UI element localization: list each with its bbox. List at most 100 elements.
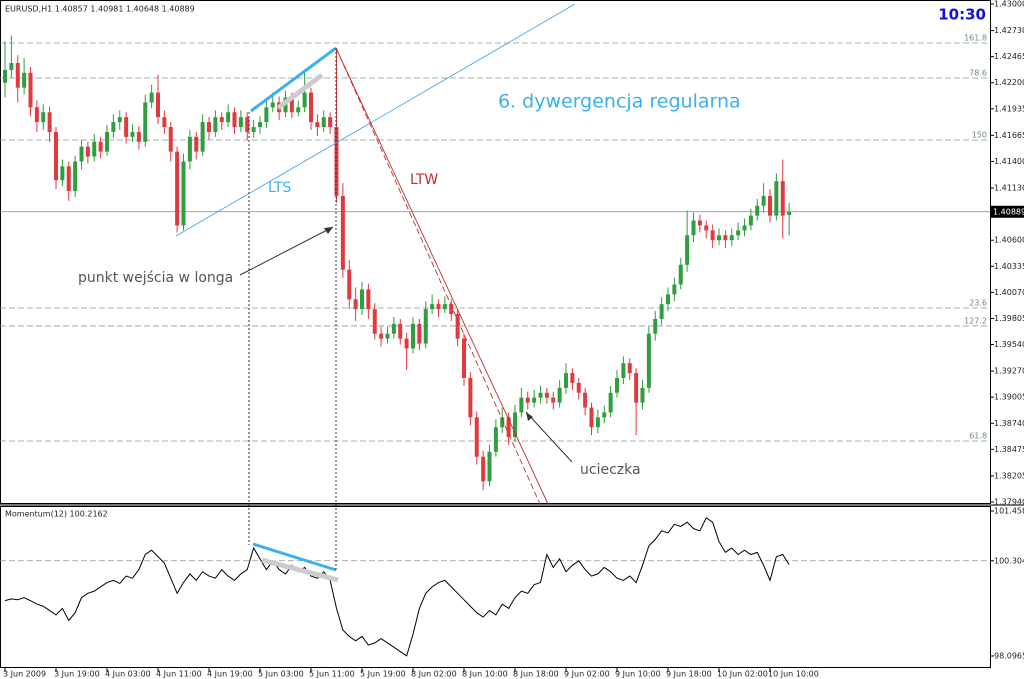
candle-body xyxy=(672,284,677,295)
fib-label: 150 xyxy=(972,131,987,140)
candle-body xyxy=(372,309,377,334)
y-tick-label: 1.40335 xyxy=(994,262,1024,271)
x-tick-label: 10 Jun 02:00 xyxy=(717,670,768,679)
candle-body xyxy=(768,195,772,216)
candle-body xyxy=(366,289,371,310)
candle-body xyxy=(544,392,549,398)
indicator-title: Momentum(12) 100.2162 xyxy=(5,510,108,519)
candle-body xyxy=(659,304,664,319)
candle-body xyxy=(379,333,384,339)
candle-body xyxy=(653,318,658,334)
shade-line xyxy=(261,557,339,583)
y-tick-label: 100.3048 xyxy=(994,556,1024,565)
candle-body xyxy=(34,107,39,123)
y-tick-label: 1.43000 xyxy=(994,0,1024,9)
annotation: LTW xyxy=(410,172,438,188)
candle-body xyxy=(73,161,78,191)
fib-label: 127.2 xyxy=(964,316,987,325)
candle-body xyxy=(200,122,205,152)
x-tick-label: 8 Jun 10:00 xyxy=(462,670,508,679)
candle-body xyxy=(111,122,116,132)
fib-label: 78.6 xyxy=(969,69,987,78)
candle-body xyxy=(117,117,122,123)
x-tick-label: 5 Jun 11:00 xyxy=(309,670,355,679)
y-tick-label: 1.38740 xyxy=(994,419,1024,428)
candle-body xyxy=(583,392,588,408)
shade-line xyxy=(276,73,324,110)
candle-body xyxy=(92,141,97,157)
x-tick-label: 4 Jun 11:00 xyxy=(156,670,202,679)
candle-body xyxy=(15,63,20,88)
candle-body xyxy=(149,92,154,103)
candle-body xyxy=(105,131,109,152)
candle-body xyxy=(391,323,396,334)
candle-body xyxy=(755,205,760,216)
candle-body xyxy=(761,195,766,206)
candle-body xyxy=(41,112,46,123)
y-tick-label: 1.42465 xyxy=(994,52,1024,61)
candle-body xyxy=(551,397,556,403)
candle-body xyxy=(3,69,7,83)
x-tick-label: 9 Jun 10:00 xyxy=(615,670,661,679)
y-tick-label: 101.4588 xyxy=(994,507,1024,516)
x-tick-label: 3 Jun 2009 xyxy=(3,670,46,679)
candle-body xyxy=(500,417,505,428)
price-panel xyxy=(0,0,991,504)
momentum-line xyxy=(4,517,790,657)
candle-body xyxy=(85,146,90,157)
candle-body xyxy=(615,377,619,393)
candle-body xyxy=(704,225,709,231)
trendline-ltw xyxy=(335,47,549,505)
candle-body xyxy=(251,127,256,132)
candle-body xyxy=(60,166,65,181)
candle-body xyxy=(404,338,409,349)
candle-body xyxy=(691,220,696,236)
y-tick-label: 1.39270 xyxy=(994,367,1024,376)
candle-body xyxy=(462,338,466,378)
candle-body xyxy=(780,181,785,216)
candle-body xyxy=(513,412,517,438)
candle-body xyxy=(442,304,447,310)
candle-body xyxy=(175,151,180,226)
candle-body xyxy=(640,387,645,403)
x-tick-label: 4 Jun 19:00 xyxy=(207,670,253,679)
candle-body xyxy=(417,323,422,344)
candle-body xyxy=(238,117,243,128)
candle-body xyxy=(162,117,167,128)
candle-body xyxy=(627,363,632,374)
y-tick-label: 1.39540 xyxy=(994,340,1024,349)
y-tick-label: 1.37940 xyxy=(994,498,1024,507)
candle-body xyxy=(589,407,594,428)
candle-body xyxy=(270,102,275,108)
x-tick-label: 4 Jun 03:00 xyxy=(105,670,151,679)
candle-body xyxy=(66,166,71,191)
candle-body xyxy=(9,63,14,70)
arrow-head xyxy=(324,227,333,234)
candle-body xyxy=(506,417,511,438)
candle-body xyxy=(787,211,792,215)
x-tick-label: 5 Jun 19:00 xyxy=(360,670,406,679)
candle-body xyxy=(595,417,600,428)
x-tick-label: 8 Jun 02:00 xyxy=(411,670,457,679)
candle-body xyxy=(685,235,690,265)
y-tick-label: 1.38205 xyxy=(994,471,1024,480)
annotation: 6. dywergencja regularna xyxy=(498,91,741,113)
momentum-panel xyxy=(0,506,991,668)
candle-body xyxy=(302,92,307,108)
candle-body xyxy=(22,72,27,88)
x-tick-label: 10 Jun 10:00 xyxy=(768,670,819,679)
candle-body xyxy=(736,230,741,236)
candle-body xyxy=(487,451,492,482)
chart-title: EURUSD,H1 1.40857 1.40981 1.40648 1.4088… xyxy=(5,5,195,14)
candle-body xyxy=(519,397,524,413)
candle-body xyxy=(79,146,84,162)
x-tick-label: 9 Jun 18:00 xyxy=(666,670,712,679)
candle-body xyxy=(130,131,135,137)
candle-body xyxy=(729,235,734,241)
candle-body xyxy=(47,112,52,132)
candle-body xyxy=(455,314,460,339)
candle-body xyxy=(258,122,262,128)
y-tick-label: 1.41400 xyxy=(994,157,1024,166)
candle-body xyxy=(411,323,415,349)
